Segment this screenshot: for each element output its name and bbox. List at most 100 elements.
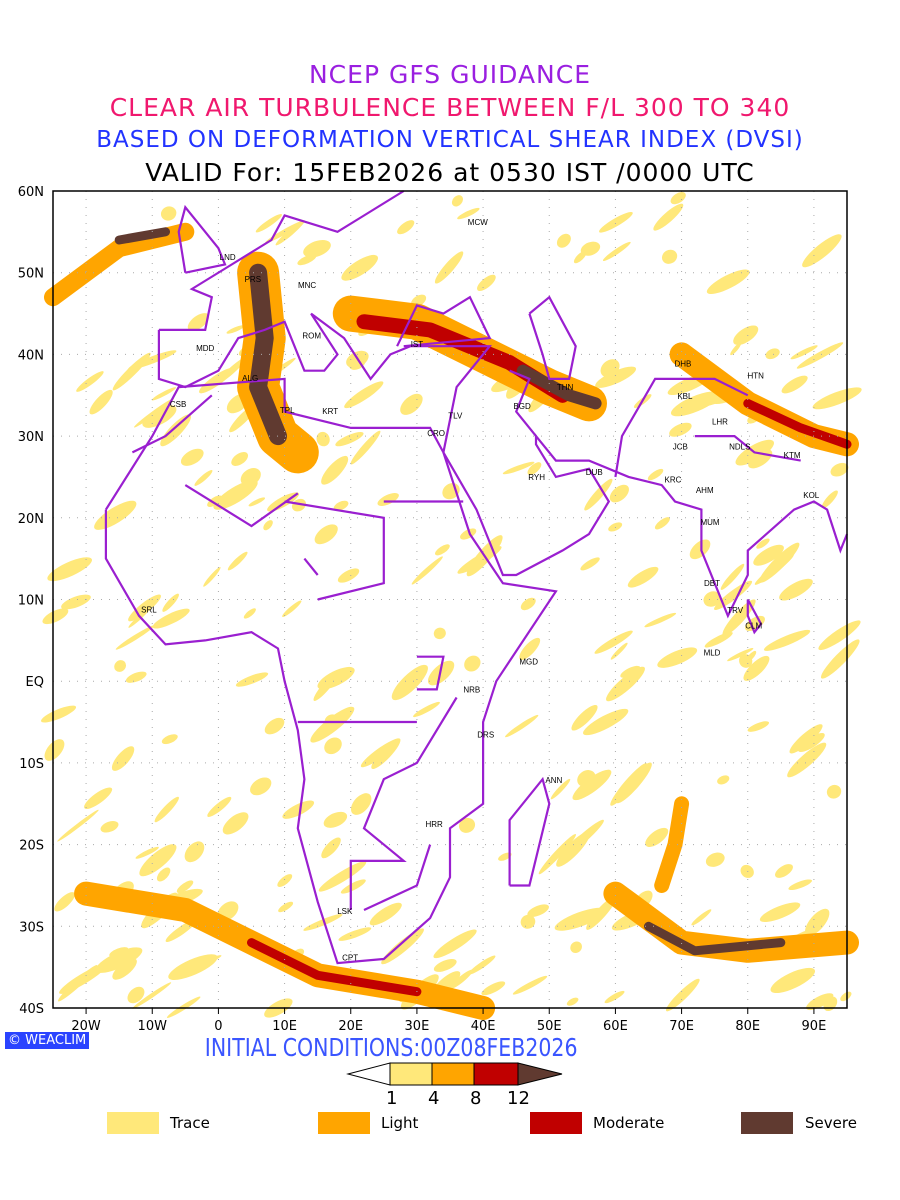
station-label: KRC: [665, 475, 682, 484]
trace-patch: [502, 461, 535, 475]
trace-patch: [627, 566, 659, 588]
coastline: [284, 500, 385, 601]
trace-patch: [600, 359, 620, 378]
trace-patch: [706, 269, 750, 295]
trace-patch: [753, 544, 784, 566]
trace-patch: [128, 594, 161, 622]
trace-patch: [44, 739, 65, 761]
turbulence-fields: [41, 191, 862, 1020]
trace-patch: [739, 654, 753, 668]
trace-patch: [213, 480, 258, 510]
trace-patch: [156, 867, 171, 882]
turbulence-band: [114, 227, 170, 245]
trace-patch: [154, 796, 179, 823]
trace-patch: [498, 852, 512, 861]
station-label: KOL: [803, 491, 820, 500]
trace-patch: [538, 834, 576, 875]
station-label: IST: [411, 340, 424, 349]
station-label: ROM: [302, 332, 321, 341]
coastline: [158, 190, 405, 331]
station-label: NDLS: [729, 443, 750, 452]
trace-patch: [826, 784, 842, 799]
coastline: [131, 394, 213, 454]
trace-patch: [264, 717, 285, 735]
lon-tick-label: 60E: [603, 1019, 628, 1034]
trace-patch: [231, 452, 249, 466]
trace-patch: [433, 627, 446, 640]
trace-patch: [303, 240, 331, 258]
trace-patch: [598, 212, 633, 233]
station-label: TPL: [280, 406, 295, 415]
trace-patch: [657, 647, 698, 668]
trace-patch: [602, 241, 631, 261]
lon-tick-label: 50E: [537, 1019, 562, 1034]
station-label: MDD: [196, 344, 214, 353]
trace-patch: [520, 914, 536, 929]
trace-patch: [820, 639, 860, 679]
colorbar-moderate: [473, 1062, 519, 1086]
trace-patch: [433, 929, 477, 959]
station-label: KBL: [677, 392, 693, 401]
trace-patch: [802, 234, 842, 268]
coastline: [363, 844, 432, 911]
coastline: [416, 655, 445, 691]
trace-patch: [806, 993, 834, 1011]
station-label: THN: [557, 383, 574, 392]
trace-patch: [54, 892, 75, 912]
lon-tick-label: 20W: [71, 1019, 101, 1034]
lat-tick-label: 60N: [18, 185, 44, 200]
trace-patch: [571, 704, 598, 731]
lat-tick-label: 10N: [18, 594, 44, 609]
initial-conditions: INITIAL CONDITIONS:00Z08FEB2026: [204, 1033, 578, 1062]
trace-patch: [654, 517, 670, 530]
trace-patch: [350, 430, 381, 465]
lon-tick-label: 20E: [338, 1019, 363, 1034]
turbulence-band: [249, 263, 287, 446]
trace-patch: [570, 941, 582, 954]
trace-patch: [562, 819, 604, 857]
lon-tick-label: 80E: [735, 1019, 760, 1034]
turbulence-band: [644, 921, 786, 956]
station-label: CLM: [745, 622, 762, 631]
trace-patch: [730, 342, 742, 356]
coastline: [746, 598, 763, 635]
trace-patch: [291, 498, 306, 512]
trace-patch: [670, 191, 686, 205]
trace-patch: [745, 615, 765, 632]
trace-patch: [161, 734, 178, 745]
trace-patch: [76, 371, 104, 392]
colorbar-level-12: 12: [507, 1088, 530, 1109]
trace-patch: [135, 846, 159, 859]
lon-tick-label: 40E: [471, 1019, 496, 1034]
trace-patch: [160, 206, 177, 221]
trace-patch: [689, 539, 711, 560]
trace-patch: [400, 393, 423, 415]
trace-patch: [433, 959, 457, 972]
trace-patch: [391, 664, 428, 701]
trace-patch: [527, 462, 542, 475]
trace-patch: [477, 274, 496, 291]
lat-tick-label: 40N: [18, 348, 44, 363]
trace-patch: [333, 500, 349, 511]
legend-label-moderate: Moderate: [593, 1114, 665, 1132]
trace-patch: [584, 478, 613, 511]
trace-patch: [337, 568, 360, 583]
trace-patch: [703, 591, 721, 607]
station-label: DBT: [704, 579, 720, 588]
trace-patch: [434, 251, 464, 284]
coastline: [303, 557, 319, 576]
trace-patch: [733, 325, 759, 345]
trace-patch: [381, 928, 424, 965]
station-label: DHB: [674, 359, 691, 368]
trace-patch: [282, 800, 315, 819]
trace-patch: [790, 345, 818, 360]
trace-patch: [413, 701, 440, 718]
trace-patch: [227, 551, 248, 571]
trace-patch: [174, 955, 222, 976]
trace-patch: [207, 796, 232, 817]
trace-patch: [132, 982, 172, 1009]
trace-patch: [318, 861, 367, 892]
station-label: AHM: [696, 486, 714, 495]
trace-patch: [139, 844, 177, 877]
trace-patch: [450, 969, 473, 989]
